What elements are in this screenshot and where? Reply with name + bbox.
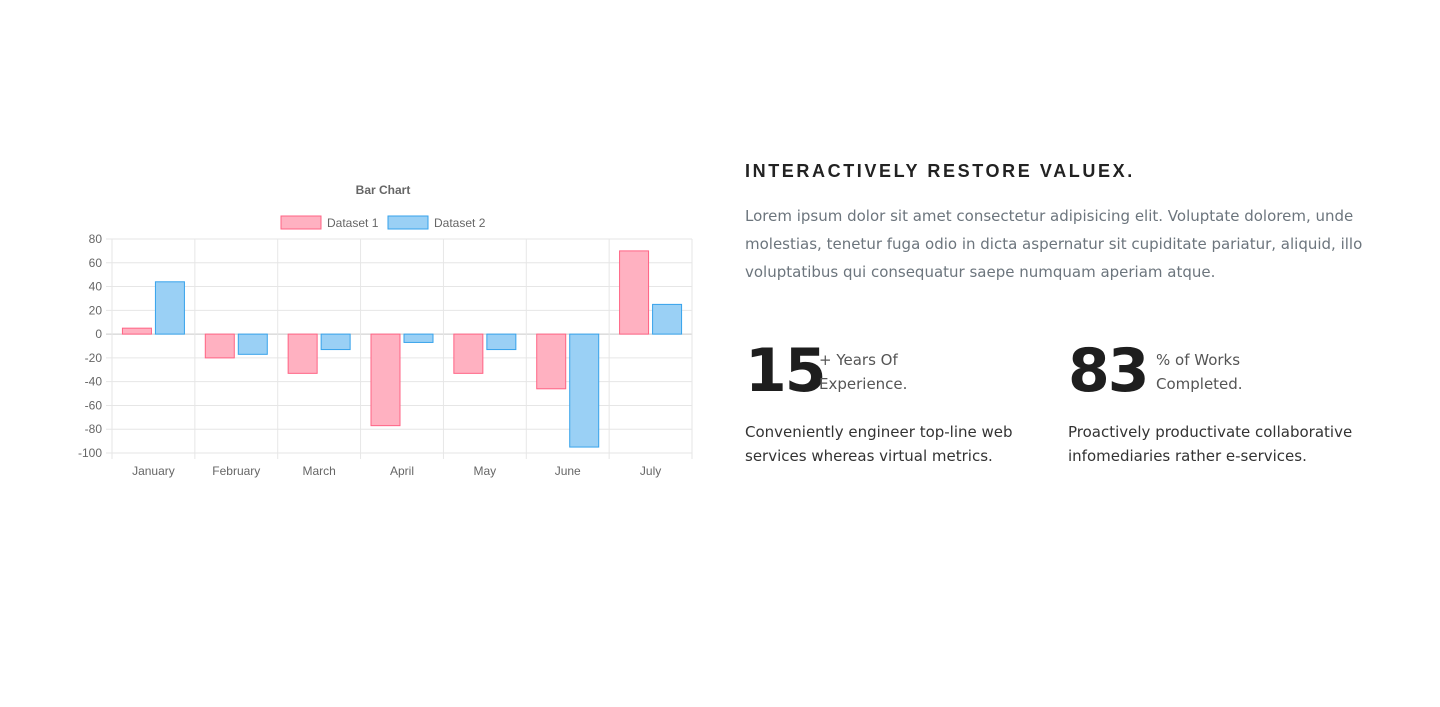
bar-june-dataset-2[interactable] [569, 333, 600, 448]
stat-label-line: Experience. [819, 375, 908, 393]
section-paragraph: Lorem ipsum dolor sit amet consectetur a… [745, 207, 1363, 281]
y-tick-label: 80 [89, 232, 103, 246]
bar-january-dataset-2[interactable] [154, 281, 185, 335]
stat-description: Conveniently engineer top-line web servi… [745, 423, 1013, 465]
stat-number: 83 [1068, 336, 1149, 406]
x-tick-label: June [555, 464, 581, 478]
bar-may-dataset-2[interactable] [486, 333, 517, 351]
bar-july-dataset-2[interactable] [652, 303, 683, 335]
bar-july-dataset-1[interactable] [619, 250, 650, 335]
x-tick-label: March [302, 464, 335, 478]
y-tick-label: -60 [85, 398, 103, 412]
chart-title: Bar Chart [356, 183, 411, 197]
y-tick-label: 60 [89, 256, 103, 270]
bar-april-dataset-2[interactable] [403, 333, 434, 343]
x-tick-label: July [640, 464, 661, 478]
legend-swatch[interactable] [280, 215, 322, 230]
y-tick-label: -80 [85, 422, 103, 436]
y-tick-label: -40 [85, 375, 103, 389]
bar-chart-svg: 80 60 40 20 0 -20 -40 -60 -80 -100 January February… [78, 183, 693, 478]
section-heading: INTERACTIVELY RESTORE VALUEX. [745, 161, 1135, 181]
stat-label: + Years Of Experience. [819, 348, 907, 396]
stat-label: % of Works Completed. [1156, 348, 1243, 396]
stat-label-line: Completed. [1156, 375, 1243, 393]
stat-label-line: % of Works [1156, 351, 1241, 369]
bar-march-dataset-2[interactable] [320, 333, 351, 351]
x-tick-label: May [474, 464, 497, 478]
bar-january-dataset-1[interactable] [121, 327, 152, 335]
legend-swatch[interactable] [387, 215, 429, 230]
y-tick-label: 0 [95, 327, 102, 341]
y-tick-label: 20 [89, 303, 103, 317]
bar-february-dataset-1[interactable] [204, 333, 235, 359]
bar-may-dataset-1[interactable] [453, 333, 484, 374]
bar-chart: 80 60 40 20 0 -20 -40 -60 -80 -100 January February… [78, 183, 693, 478]
stat-number: 15 [745, 336, 826, 406]
bar-june-dataset-1[interactable] [536, 333, 567, 390]
stat-works-completed: 83 % of Works Completed. Proactively pro… [1068, 338, 1368, 478]
legend-label[interactable]: Dataset 1 [327, 216, 379, 230]
y-tick-label: 40 [89, 280, 103, 294]
stat-years-experience: 15 + Years Of Experience. Conveniently e… [745, 338, 1045, 478]
bar-march-dataset-1[interactable] [287, 333, 318, 374]
stat-label-line: + Years Of [819, 351, 898, 369]
bar-february-dataset-2[interactable] [237, 333, 268, 355]
y-tick-label: -100 [78, 446, 102, 460]
x-tick-label: February [212, 464, 260, 478]
bar-april-dataset-1[interactable] [370, 333, 401, 427]
stat-description: Proactively productivate collaborative i… [1068, 423, 1353, 465]
legend-label[interactable]: Dataset 2 [434, 216, 486, 230]
x-tick-label: January [132, 464, 175, 478]
x-tick-label: April [390, 464, 414, 478]
y-tick-label: -20 [85, 351, 103, 365]
